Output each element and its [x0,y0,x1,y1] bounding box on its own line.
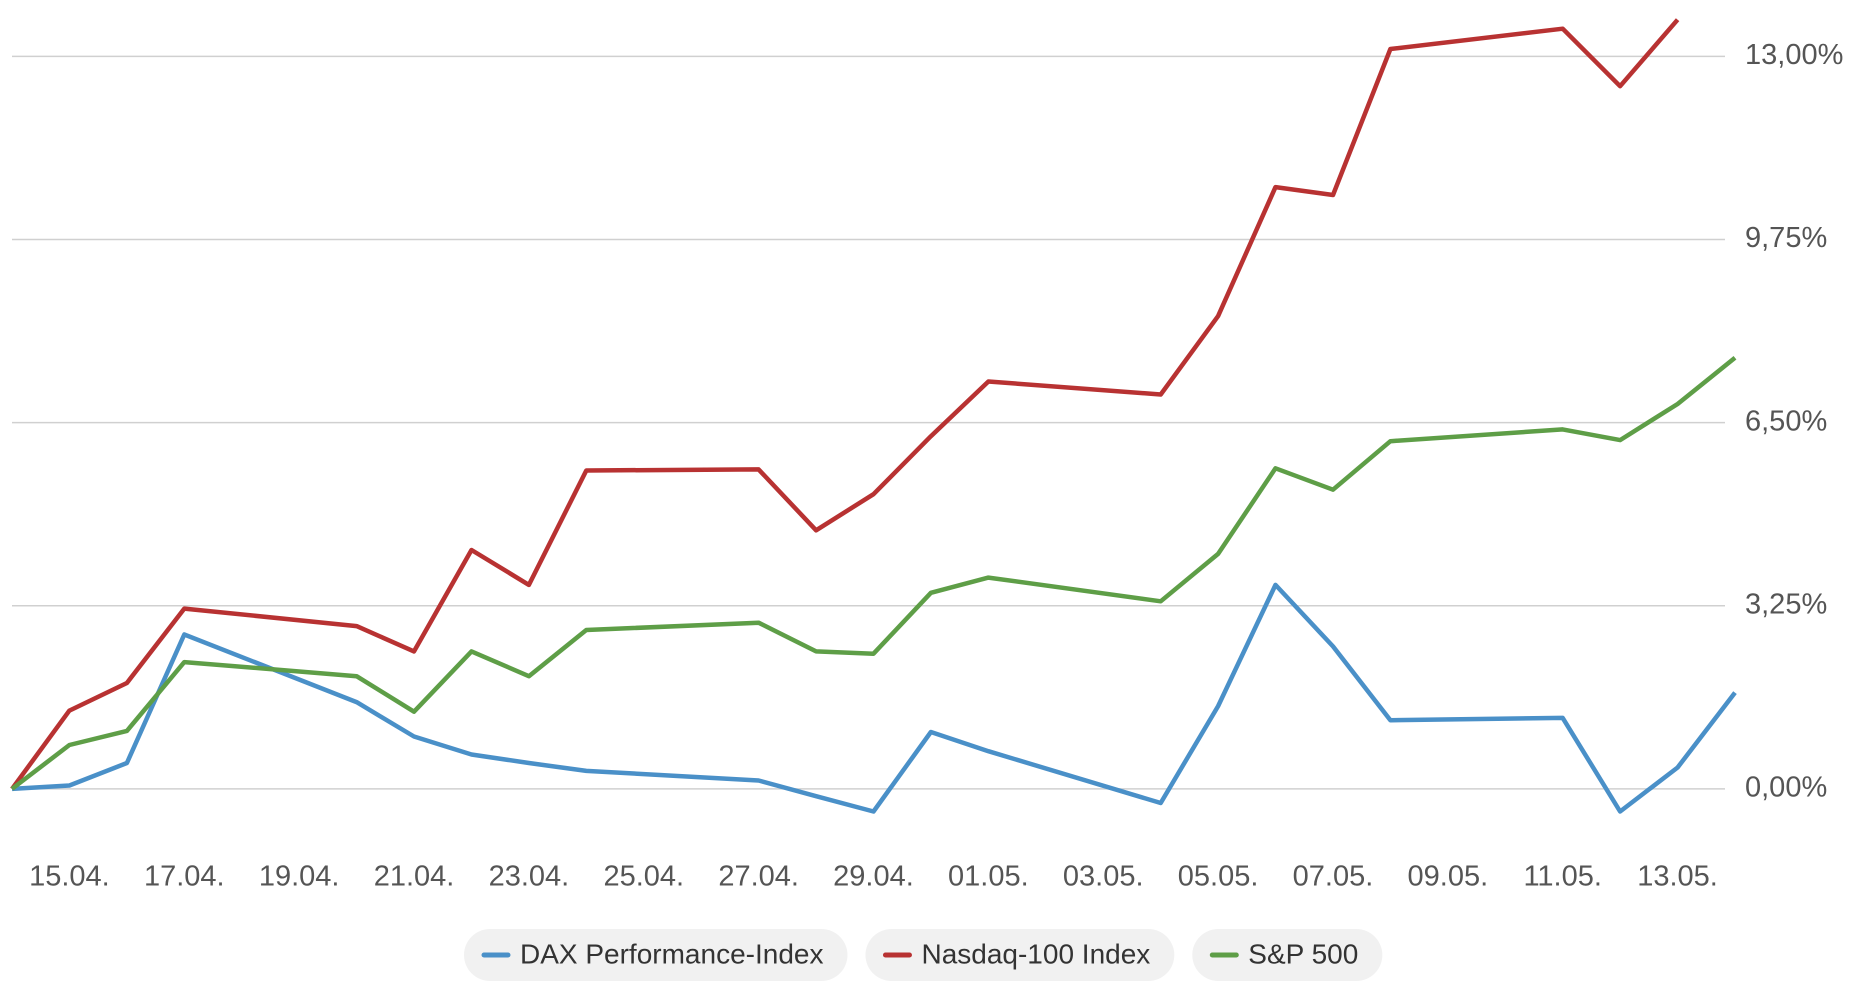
legend-label: DAX Performance-Index [520,938,823,969]
legend-label: Nasdaq-100 Index [921,938,1150,969]
x-tick-label: 17.04. [144,861,225,893]
series-line [10,356,1737,791]
legend-item[interactable]: DAX Performance-Index [464,929,848,981]
y-tick-label: 3,25% [1745,588,1827,620]
y-tick-label: 0,00% [1745,772,1827,804]
legend-pill [1192,929,1383,981]
x-tick-label: 21.04. [374,861,455,893]
x-tick-label: 27.04. [718,861,799,893]
x-tick-label: 23.04. [489,861,570,893]
legend-item[interactable]: S&P 500 [1192,929,1383,981]
x-tick-label: 19.04. [259,861,340,893]
legend-pill [464,929,848,981]
series-line [10,18,1680,791]
legend-item[interactable]: Nasdaq-100 Index [865,929,1175,981]
x-tick-label: 25.04. [603,861,684,893]
legend: DAX Performance-Index Nasdaq-100 Index S&P… [464,929,1383,981]
x-tick-label: 01.05. [948,861,1029,893]
x-tick-label: 05.05. [1178,861,1259,893]
y-tick-label: 9,75% [1745,222,1827,254]
y-tick-label: 6,50% [1745,405,1827,437]
x-tick-label: 07.05. [1293,861,1374,893]
legend-label: S&P 500 [1248,938,1358,969]
x-tick-label: 13.05. [1637,861,1718,893]
legend-pill [865,929,1175,981]
x-tick-label: 03.05. [1063,861,1144,893]
x-tick-label: 29.04. [833,861,914,893]
x-tick-label: 15.04. [29,861,110,893]
series-line [11,582,1737,814]
x-tick-label: 09.05. [1408,861,1489,893]
y-tick-label: 13,00% [1745,39,1843,71]
x-tick-label: 11.05. [1523,861,1601,893]
